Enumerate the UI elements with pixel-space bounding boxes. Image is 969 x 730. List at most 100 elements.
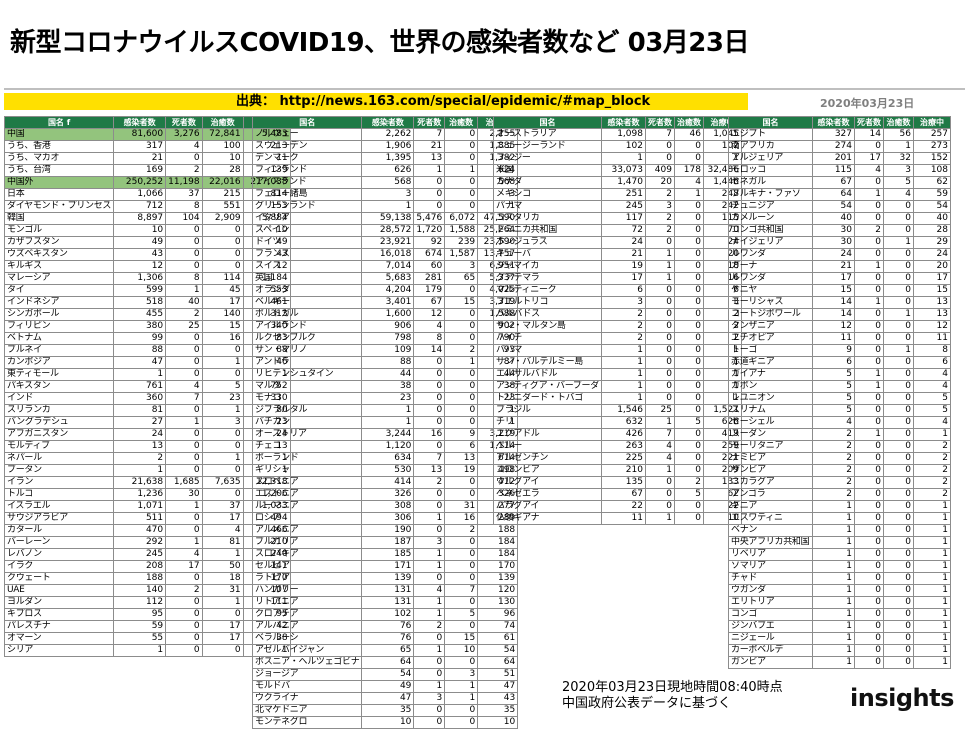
value-cell: 21 [812, 260, 855, 273]
value-cell: 0 [673, 440, 704, 453]
value-cell: 184 [477, 536, 519, 549]
value-cell: 0 [854, 524, 884, 537]
value-cell: 1 [812, 548, 855, 561]
value-cell: 0 [444, 656, 479, 669]
value-cell: 0 [201, 428, 244, 441]
value-cell: 0 [883, 488, 914, 501]
value-cell: 0 [673, 392, 704, 405]
table-row: ニジェール 1 0 0 1 [728, 632, 951, 645]
country-name-cell: コンゴ共和国 [728, 224, 813, 237]
value-cell: 0 [883, 548, 914, 561]
country-name-cell: アンティグア・バーブーダ [493, 380, 602, 393]
table-row: 中国外 250,252 11,198 22,016 217,038 [3, 176, 291, 189]
value-cell: 21 [113, 152, 167, 165]
value-cell: 47 [113, 356, 167, 369]
value-cell: 470 [113, 524, 167, 537]
value-cell: 0 [883, 560, 914, 573]
value-cell: 6 [600, 284, 646, 297]
country-name-cell: デンマーク [251, 152, 363, 165]
value-cell: 0 [883, 380, 914, 393]
value-cell: 327 [812, 128, 855, 141]
value-cell: 0 [165, 572, 203, 585]
value-cell: 32 [883, 152, 914, 165]
table-row: タイ 599 1 45 553 [3, 284, 291, 297]
country-name-cell: ノルウェー [251, 128, 363, 141]
value-cell: 13 [913, 296, 951, 309]
value-cell: 1 [913, 656, 951, 669]
value-cell: 0 [854, 464, 884, 477]
value-cell: 0 [673, 200, 704, 213]
value-cell: 61 [477, 632, 519, 645]
table-row: アイルランド 906 4 0 902 [251, 320, 519, 333]
country-name-cell: チリ [493, 416, 602, 429]
value-cell: 1 [812, 656, 855, 669]
value-cell: 35 [477, 704, 519, 717]
value-cell: 1 [444, 356, 479, 369]
country-name-cell: アイスランド [251, 176, 363, 189]
value-cell: 3 [413, 536, 446, 549]
value-cell: 1 [361, 200, 415, 213]
country-name-cell: レユニオン [728, 392, 813, 405]
table-row: オマーン 55 0 17 38 [3, 632, 291, 645]
country-name-cell: 中国外 [3, 176, 115, 189]
country-name-cell: マルティニーク [493, 284, 602, 297]
value-cell: 64 [361, 656, 415, 669]
table-row: スリランカ 81 0 1 80 [3, 404, 291, 417]
value-cell: 67 [600, 488, 646, 501]
value-cell: 8,897 [113, 212, 167, 225]
table-row: ポルトガル 1,600 12 0 1,588 [251, 308, 519, 321]
table-row: うち、マカオ 21 0 10 11 [3, 152, 291, 165]
value-cell: 1 [413, 608, 446, 621]
table-row: オーストリア 3,244 16 9 3,219 [251, 428, 519, 441]
value-cell: 55 [113, 632, 167, 645]
value-cell: 49 [361, 680, 415, 693]
value-cell: 0 [883, 452, 914, 465]
country-name-cell: カーボベルデ [728, 644, 813, 657]
value-cell: 1 [812, 572, 855, 585]
footer-note: 2020年03月23日現地時間08:40時点 中国政府公表データに基づく [562, 680, 783, 712]
table-row: 英国 5,683 281 65 5,337 [251, 272, 519, 285]
value-cell: 40 [165, 296, 203, 309]
table-row: ルワンダ 24 0 0 24 [728, 248, 951, 261]
value-cell: 5 [444, 608, 479, 621]
value-cell: 0 [883, 392, 914, 405]
column-header: 死者数 [644, 116, 675, 129]
value-cell: 2 [644, 224, 675, 237]
value-cell: 7 [644, 128, 675, 141]
value-cell: 1 [361, 416, 415, 429]
table-row: アイスランド 568 0 0 568 [251, 176, 519, 189]
table-row: バングラデシュ 27 1 3 23 [3, 416, 291, 429]
table-row: UAE 140 2 31 107 [3, 584, 291, 597]
value-cell: 0 [883, 416, 914, 429]
value-cell: 1 [201, 452, 244, 465]
value-cell: 0 [883, 572, 914, 585]
value-cell: 67 [413, 296, 446, 309]
value-cell: 626 [361, 164, 415, 177]
table-row: フィンランド 626 1 1 624 [251, 164, 519, 177]
country-name-cell: エルサルバドル [493, 368, 602, 381]
value-cell: 0 [883, 524, 914, 537]
value-cell: 23,921 [361, 236, 415, 249]
country-name-cell: ウガンダ [728, 584, 813, 597]
country-name-cell: うち、台湾 [3, 164, 115, 177]
value-cell: 100 [201, 140, 244, 153]
value-cell: 0 [201, 224, 244, 237]
value-cell: 0 [673, 236, 704, 249]
value-cell: 0 [883, 584, 914, 597]
value-cell: 4 [165, 140, 203, 153]
table-row: ウガンダ 1 0 0 1 [728, 584, 951, 597]
value-cell: 27 [113, 416, 167, 429]
value-cell: 2 [600, 308, 646, 321]
value-cell: 0 [444, 416, 479, 429]
country-name-cell: ウズベキスタン [3, 248, 115, 261]
value-cell: 1 [854, 296, 884, 309]
value-cell: 380 [113, 320, 167, 333]
value-cell: 326 [361, 488, 415, 501]
table-row: イラン 21,638 1,685 7,635 12,318 [3, 476, 291, 489]
table-row: コスタリカ 117 2 0 115 [493, 212, 742, 225]
value-cell: 1 [812, 536, 855, 549]
country-name-cell: アンドラ [251, 356, 363, 369]
value-cell: 1 [644, 464, 675, 477]
value-cell: 1 [913, 584, 951, 597]
table-row: アンドラ 88 0 1 87 [251, 356, 519, 369]
